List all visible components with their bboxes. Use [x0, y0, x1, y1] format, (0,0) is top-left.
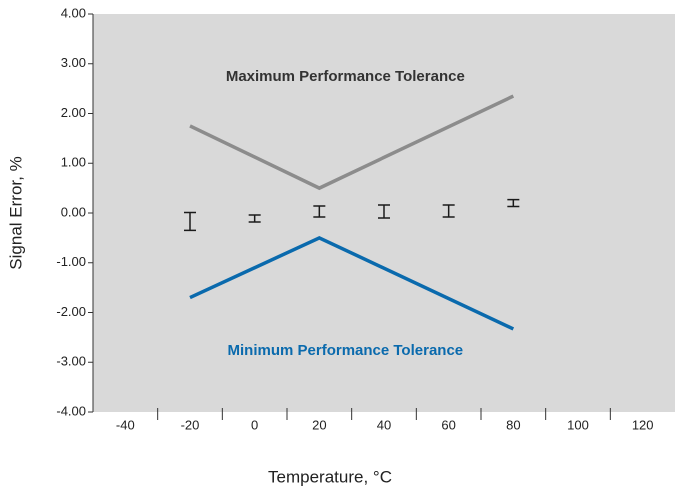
error-bar	[378, 204, 390, 219]
y-tick-label: -4.00	[56, 403, 86, 418]
x-tick-label: 60	[441, 417, 455, 432]
x-tick-label: 80	[506, 417, 520, 432]
y-tick-label: -1.00	[56, 254, 86, 269]
y-tick-label: 0.00	[61, 204, 86, 219]
y-tick-label: 3.00	[61, 55, 86, 70]
error-bar	[313, 205, 326, 218]
error-bar	[507, 198, 520, 208]
x-tick-label: -40	[116, 417, 135, 432]
y-tick-label: 1.00	[61, 155, 86, 170]
line	[189, 235, 515, 331]
annotation: Minimum Performance Tolerance	[228, 342, 464, 359]
line	[189, 94, 515, 191]
x-axis-label: Temperature, °C	[268, 467, 392, 486]
x-tick-label: 120	[632, 417, 654, 432]
y-tick-label: 4.00	[61, 5, 86, 20]
y-axis-label: Signal Error, %	[6, 156, 25, 269]
x-tick-label: -20	[181, 417, 200, 432]
x-tick-label: 20	[312, 417, 326, 432]
y-tick-label: -3.00	[56, 354, 86, 369]
error-bar	[442, 204, 455, 218]
y-tick-label: -2.00	[56, 304, 86, 319]
x-tick-label: 100	[567, 417, 589, 432]
y-tick-label: 2.00	[61, 105, 86, 120]
x-tick-label: 40	[377, 417, 391, 432]
error-bar	[184, 211, 196, 232]
error-bar	[248, 214, 261, 223]
annotation: Maximum Performance Tolerance	[226, 68, 465, 85]
x-tick-label: 0	[251, 417, 258, 432]
